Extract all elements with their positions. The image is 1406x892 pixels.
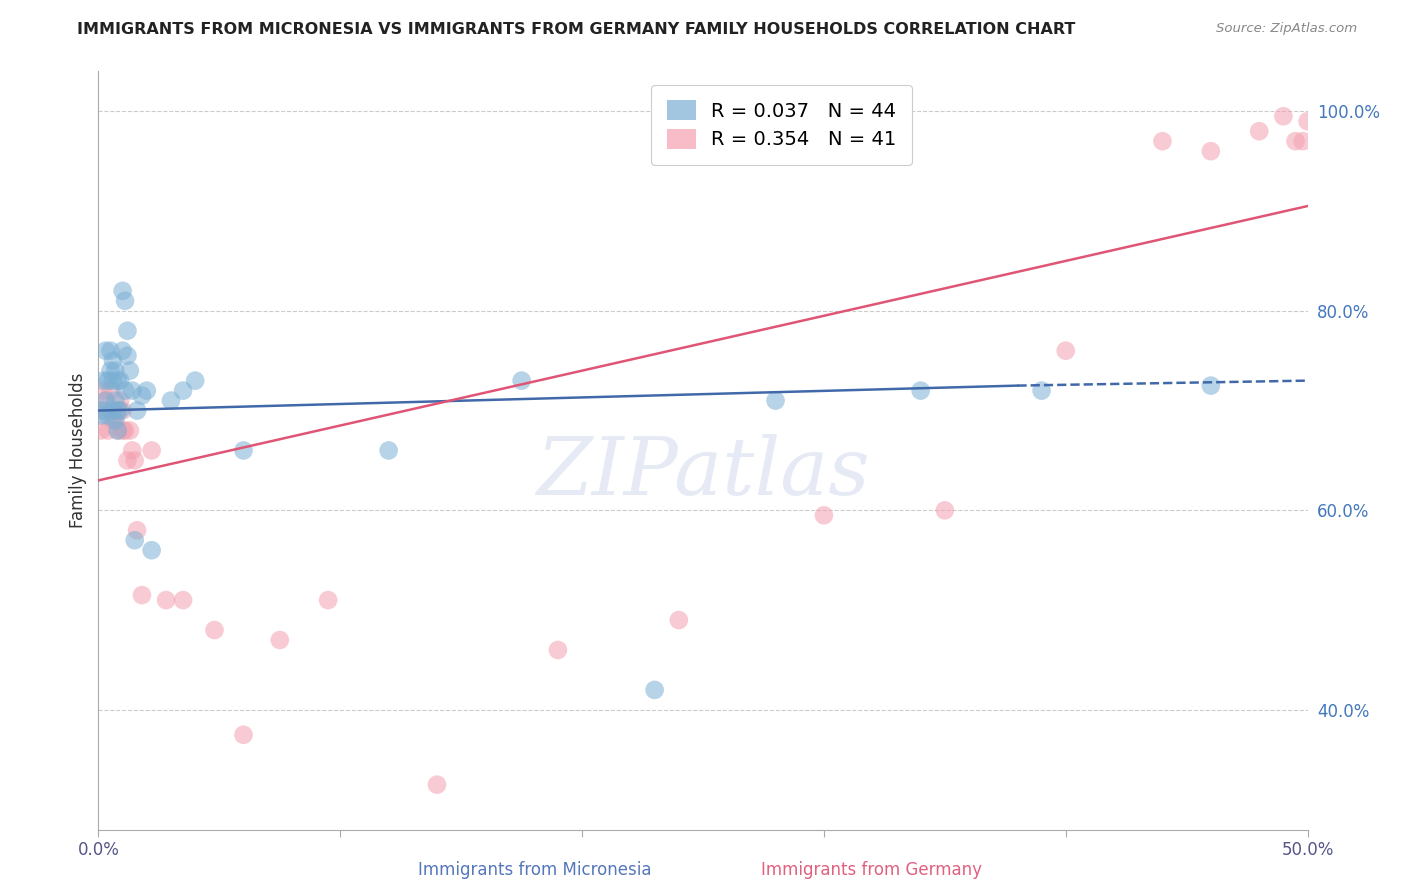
Point bbox=[910, 384, 932, 398]
Point bbox=[118, 424, 141, 438]
Point bbox=[813, 508, 835, 523]
Point bbox=[127, 523, 149, 537]
Point bbox=[108, 403, 131, 417]
Point bbox=[107, 403, 129, 417]
Point bbox=[141, 443, 163, 458]
Point bbox=[114, 384, 136, 398]
Point bbox=[1152, 134, 1174, 148]
Point bbox=[141, 543, 163, 558]
Point bbox=[124, 453, 146, 467]
Point bbox=[107, 424, 129, 438]
Point bbox=[184, 374, 207, 388]
Point bbox=[1296, 114, 1319, 128]
Point bbox=[1031, 384, 1053, 398]
Point bbox=[155, 593, 177, 607]
Point bbox=[510, 374, 533, 388]
Point bbox=[269, 633, 291, 648]
Point bbox=[91, 374, 114, 388]
Point bbox=[97, 424, 120, 438]
Point bbox=[90, 424, 112, 438]
Text: Immigrants from Germany: Immigrants from Germany bbox=[761, 861, 983, 879]
Point bbox=[107, 424, 129, 438]
Point bbox=[101, 374, 124, 388]
Point bbox=[121, 443, 143, 458]
Point bbox=[1272, 109, 1295, 123]
Point bbox=[117, 349, 139, 363]
Point bbox=[1249, 124, 1271, 138]
Point bbox=[117, 453, 139, 467]
Point bbox=[204, 623, 226, 637]
Point bbox=[94, 343, 117, 358]
Point bbox=[547, 643, 569, 657]
Point bbox=[1199, 144, 1222, 158]
Point bbox=[111, 284, 134, 298]
Point bbox=[104, 364, 127, 378]
Point bbox=[104, 409, 127, 423]
Point bbox=[107, 374, 129, 388]
Legend: R = 0.037   N = 44, R = 0.354   N = 41: R = 0.037 N = 44, R = 0.354 N = 41 bbox=[651, 85, 912, 165]
Point bbox=[1284, 134, 1306, 148]
Point bbox=[90, 403, 112, 417]
Point bbox=[118, 364, 141, 378]
Point bbox=[94, 393, 117, 408]
Point bbox=[426, 778, 449, 792]
Point bbox=[90, 409, 112, 423]
Point bbox=[124, 533, 146, 548]
Point bbox=[1054, 343, 1077, 358]
Point bbox=[108, 393, 131, 408]
Point bbox=[114, 293, 136, 308]
Point bbox=[107, 403, 129, 417]
Point bbox=[117, 324, 139, 338]
Y-axis label: Family Households: Family Households bbox=[69, 373, 87, 528]
Point bbox=[111, 403, 134, 417]
Text: Source: ZipAtlas.com: Source: ZipAtlas.com bbox=[1216, 22, 1357, 36]
Point bbox=[111, 424, 134, 438]
Point bbox=[111, 343, 134, 358]
Point bbox=[135, 384, 157, 398]
Point bbox=[94, 393, 117, 408]
Point bbox=[1292, 134, 1315, 148]
Point bbox=[160, 393, 183, 408]
Point bbox=[101, 413, 124, 427]
Point bbox=[121, 384, 143, 398]
Text: IMMIGRANTS FROM MICRONESIA VS IMMIGRANTS FROM GERMANY FAMILY HOUSEHOLDS CORRELAT: IMMIGRANTS FROM MICRONESIA VS IMMIGRANTS… bbox=[77, 22, 1076, 37]
Point bbox=[100, 403, 122, 417]
Point bbox=[91, 403, 114, 417]
Point bbox=[97, 374, 120, 388]
Point bbox=[172, 593, 194, 607]
Point bbox=[1199, 378, 1222, 392]
Point bbox=[232, 728, 254, 742]
Point bbox=[100, 384, 122, 398]
Point bbox=[101, 353, 124, 368]
Point bbox=[131, 588, 153, 602]
Text: ZIPatlas: ZIPatlas bbox=[536, 434, 870, 512]
Point bbox=[316, 593, 339, 607]
Point bbox=[232, 443, 254, 458]
Point bbox=[114, 424, 136, 438]
Text: Immigrants from Micronesia: Immigrants from Micronesia bbox=[418, 861, 651, 879]
Point bbox=[101, 403, 124, 417]
Point bbox=[131, 388, 153, 402]
Point bbox=[91, 384, 114, 398]
Point bbox=[104, 413, 127, 427]
Point bbox=[97, 409, 120, 423]
Point bbox=[172, 384, 194, 398]
Point bbox=[104, 393, 127, 408]
Point bbox=[668, 613, 690, 627]
Point bbox=[765, 393, 787, 408]
Point bbox=[127, 403, 149, 417]
Point bbox=[377, 443, 399, 458]
Point bbox=[934, 503, 956, 517]
Point bbox=[100, 364, 122, 378]
Point bbox=[108, 374, 131, 388]
Point bbox=[100, 343, 122, 358]
Point bbox=[644, 682, 666, 697]
